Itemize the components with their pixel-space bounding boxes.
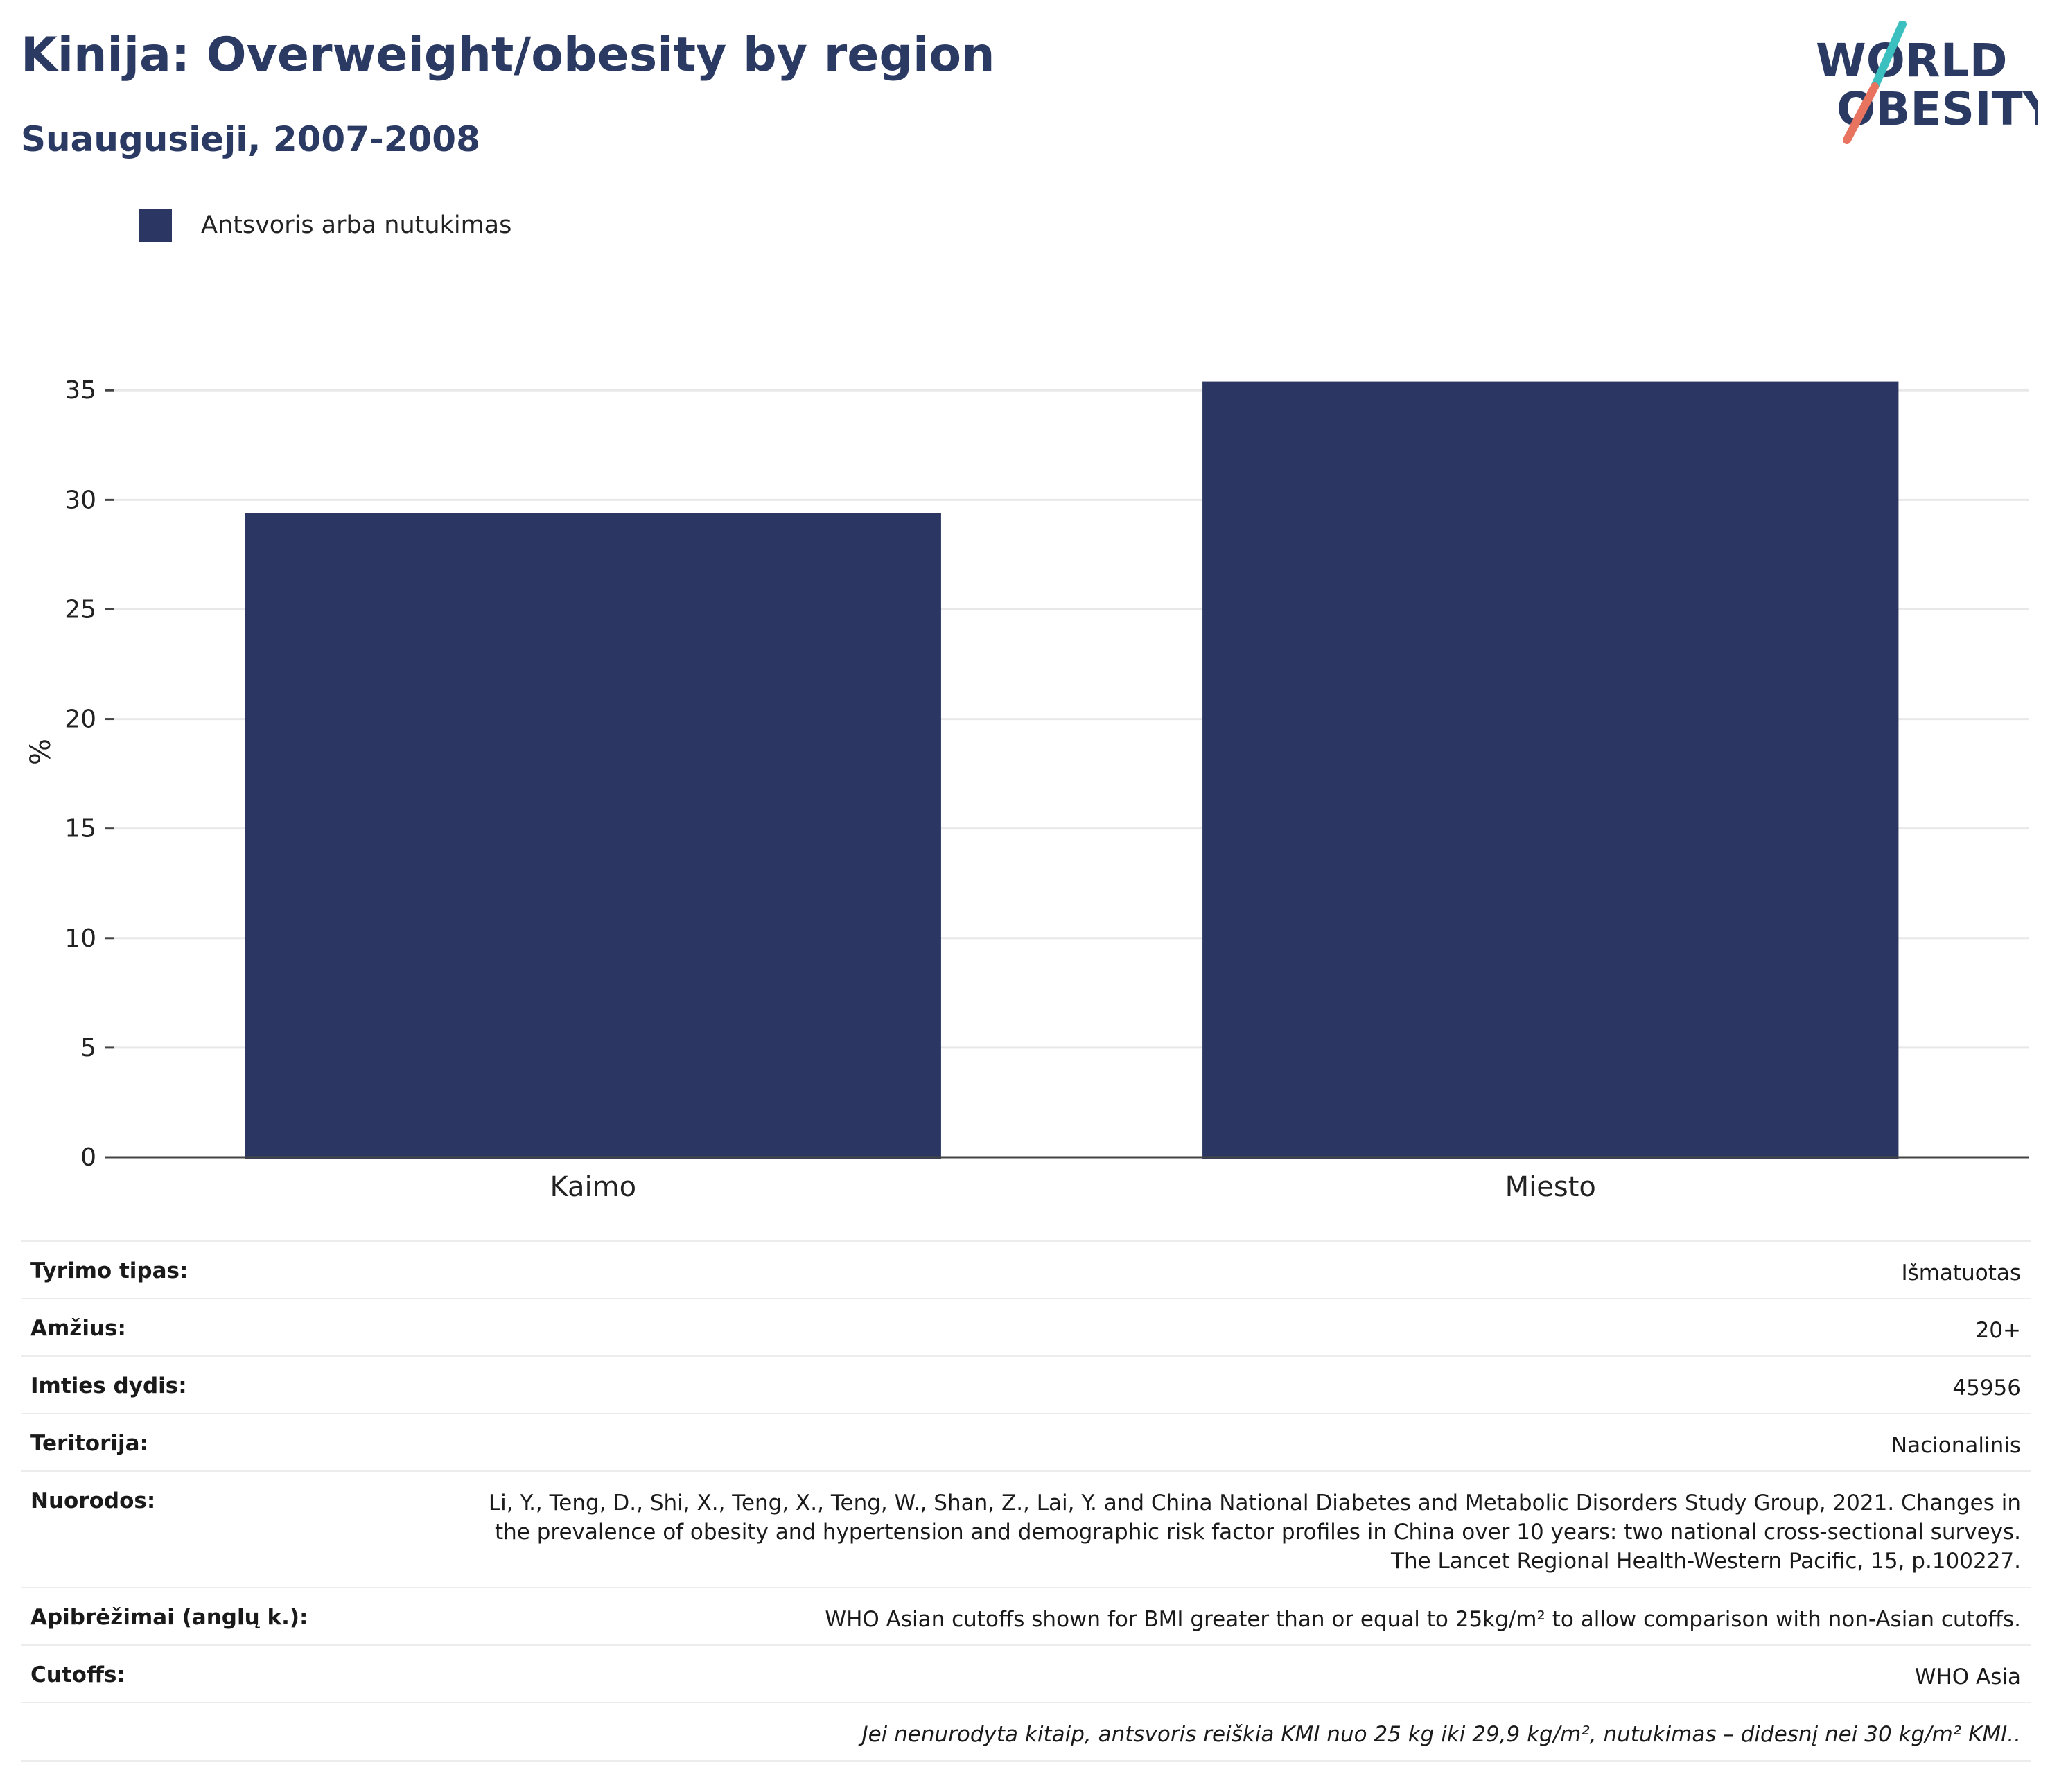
meta-value: Išmatuotas bbox=[1901, 1260, 2021, 1285]
meta-value: WHO Asian cutoffs shown for BMI greater … bbox=[825, 1607, 2021, 1632]
y-tick-label: 35 bbox=[64, 376, 96, 405]
meta-key: Amžius: bbox=[30, 1316, 126, 1341]
meta-key: Imties dydis: bbox=[30, 1373, 187, 1398]
meta-value: Nacionalinis bbox=[1891, 1433, 2021, 1458]
chart-legend: Antsvoris arba nutukimas bbox=[139, 208, 511, 243]
y-tick-label: 15 bbox=[64, 815, 96, 843]
bar-miesto[interactable] bbox=[1202, 381, 1899, 1159]
x-tick-label: Miesto bbox=[1505, 1171, 1596, 1203]
footnote-text: Jei nenurodyta kitaip, antsvoris reiškia… bbox=[861, 1722, 2021, 1747]
metadata-table: Tyrimo tipas: Išmatuotas Amžius: 20+ Imt… bbox=[21, 1240, 2031, 1762]
y-tick-label: 25 bbox=[64, 595, 96, 624]
logo-word-world: WORLD bbox=[1816, 34, 2008, 87]
y-tick-label: 10 bbox=[64, 924, 96, 953]
meta-value: Li, Y., Teng, D., Shi, X., Teng, X., Ten… bbox=[488, 1491, 2021, 1574]
meta-key: Nuorodos: bbox=[30, 1488, 156, 1513]
meta-row-sample-size: Imties dydis: 45956 bbox=[21, 1355, 2031, 1413]
meta-key: Cutoffs: bbox=[30, 1662, 125, 1687]
chart-subtitle: Suaugusieji, 2007-2008 bbox=[21, 119, 480, 159]
meta-row-footnote: Jei nenurodyta kitaip, antsvoris reiškia… bbox=[21, 1702, 2031, 1762]
meta-key: Apibrėžimai (anglų k.): bbox=[30, 1605, 308, 1630]
meta-row-age: Amžius: 20+ bbox=[21, 1298, 2031, 1355]
meta-key: Teritorija: bbox=[30, 1431, 148, 1456]
meta-row-cutoffs: Cutoffs: WHO Asia bbox=[21, 1644, 2031, 1702]
meta-value: 45956 bbox=[1952, 1376, 2021, 1400]
meta-value: WHO Asia bbox=[1914, 1664, 2021, 1689]
world-obesity-logo: WORLD OBESITY bbox=[1816, 21, 2038, 144]
bar-chart: 0 5 10 15 20 25 30 35% Kaimo Miesto bbox=[25, 376, 2029, 1203]
legend-swatch bbox=[139, 209, 172, 242]
legend-label: Antsvoris arba nutukimas bbox=[201, 211, 512, 239]
y-tick-label: 5 bbox=[80, 1034, 96, 1062]
meta-key: Tyrimo tipas: bbox=[30, 1258, 189, 1283]
meta-row-definitions: Apibrėžimai (anglų k.): WHO Asian cutoff… bbox=[21, 1587, 2031, 1644]
y-axis-title: % bbox=[25, 739, 57, 765]
x-tick-label: Kaimo bbox=[550, 1171, 636, 1203]
y-tick-label: 30 bbox=[64, 486, 96, 514]
logo-slash-bottom bbox=[1843, 82, 1879, 144]
meta-value: 20+ bbox=[1975, 1318, 2021, 1343]
logo-slash-top bbox=[1871, 21, 1907, 91]
bar-kaimo[interactable] bbox=[245, 513, 941, 1159]
y-tick-label: 0 bbox=[80, 1143, 96, 1172]
meta-row-references: Nuorodos: Li, Y., Teng, D., Shi, X., Ten… bbox=[21, 1470, 2031, 1587]
meta-row-territory: Teritorija: Nacionalinis bbox=[21, 1413, 2031, 1470]
y-tick-label: 20 bbox=[64, 705, 96, 734]
meta-row-study-type: Tyrimo tipas: Išmatuotas bbox=[21, 1240, 2031, 1298]
chart-title: Kinija: Overweight/obesity by region bbox=[21, 28, 995, 82]
